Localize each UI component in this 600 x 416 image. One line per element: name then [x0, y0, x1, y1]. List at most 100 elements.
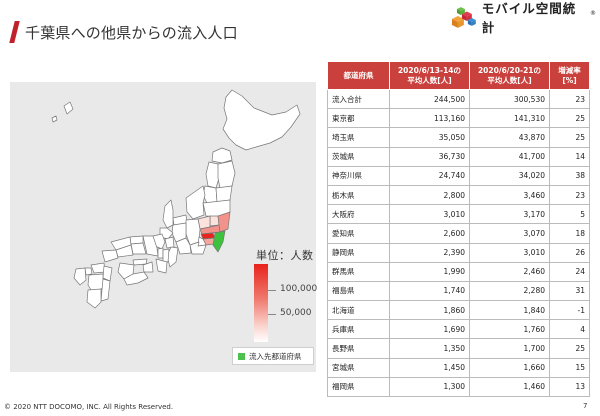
prefecture-oita: [102, 265, 113, 282]
table-body: 流入合計 244,500 300,530 23 東京都 113,160 141,310 25 埼…: [327, 88, 590, 398]
header-change-rate: 増減率 [%]: [549, 61, 590, 90]
cell-period-2: 3,010: [469, 242, 550, 263]
cell-period-2: 300,530: [469, 88, 550, 110]
cell-change-rate: 15: [549, 357, 590, 378]
prefecture-osaka: [157, 247, 164, 259]
table-row: 長野県 1,350 1,700 25: [327, 338, 590, 359]
prefecture-chiba: [212, 230, 226, 253]
prefecture-saitama: [199, 224, 221, 235]
prefecture-okinawa-islands: [51, 115, 58, 123]
header-period-2: 2020/6/20-21の 平均人数[人]: [469, 61, 550, 90]
table-row: 福島県 1,740 2,280 31: [327, 280, 590, 302]
cell-change-rate: 23: [549, 184, 590, 206]
cell-period-2: 34,020: [469, 165, 550, 186]
cell-change-rate: -1: [549, 300, 590, 321]
cell-period-1: 1,350: [389, 338, 470, 359]
cell-change-rate: 14: [549, 146, 590, 167]
prefecture-ishikawa: [162, 199, 174, 229]
prefecture-shiga: [164, 236, 175, 249]
table-row: 東京都 113,160 141,310 25: [327, 108, 590, 129]
prefecture-fukuoka: [90, 262, 106, 274]
table-row: 神奈川県 24,740 34,020 38: [327, 165, 590, 186]
prefecture-ibaraki: [217, 211, 231, 233]
table-header-row: 都道府県 2020/6/13-14の 平均人数[人] 2020/6/20-21の…: [327, 61, 590, 90]
scale-title: 単位：人数: [256, 249, 314, 262]
table-row: 福岡県 1,300 1,460 13: [327, 376, 590, 398]
cell-period-1: 1,860: [389, 300, 470, 321]
registered-mark: ®: [590, 9, 596, 17]
scale-label-100000: 100,000: [280, 284, 318, 294]
prefecture-niigata: [185, 185, 206, 220]
cell-change-rate: 25: [549, 338, 590, 359]
cell-change-rate: 24: [549, 261, 590, 282]
cell-period-1: 2,390: [389, 242, 470, 263]
prefecture-aomori: [211, 147, 233, 164]
cell-period-2: 2,460: [469, 261, 550, 282]
cell-change-rate: 25: [549, 127, 590, 148]
cell-change-rate: 26: [549, 242, 590, 263]
cell-period-2: 2,280: [469, 280, 550, 302]
legend-swatch-destination: [238, 352, 245, 360]
cell-change-rate: 18: [549, 223, 590, 244]
cell-prefecture: 福岡県: [327, 376, 390, 398]
table-row: 愛知県 2,600 3,070 18: [327, 223, 590, 244]
copyright: © 2020 NTT DOCOMO, INC. All Rights Reser…: [4, 403, 174, 411]
prefecture-iwate: [217, 160, 236, 189]
cell-prefecture: 東京都: [327, 108, 390, 129]
prefecture-tochigi: [209, 215, 220, 227]
page-title-bar: 千葉県への他県からの流入人口: [9, 20, 238, 44]
prefecture-tokushima: [142, 261, 154, 273]
scale-tick: [268, 290, 276, 291]
header-period-1: 2020/6/13-14の 平均人数[人]: [389, 61, 470, 90]
prefecture-hyogo: [142, 235, 159, 257]
inflow-table: 都道府県 2020/6/13-14の 平均人数[人] 2020/6/20-21の…: [327, 61, 590, 398]
table-row: 栃木県 2,800 3,460 23: [327, 184, 590, 206]
cell-period-1: 24,740: [389, 165, 470, 186]
cell-prefecture: 大阪府: [327, 204, 390, 225]
cell-prefecture: 神奈川県: [327, 165, 390, 186]
cell-prefecture: 福島県: [327, 280, 390, 302]
cell-change-rate: 31: [549, 280, 590, 302]
cell-period-1: 1,990: [389, 261, 470, 282]
prefecture-kochi: [123, 271, 149, 286]
prefecture-nara: [162, 248, 170, 263]
cell-period-1: 113,160: [389, 108, 470, 129]
prefecture-miyazaki: [100, 278, 111, 302]
cell-period-1: 2,600: [389, 223, 470, 244]
cell-period-1: 35,050: [389, 127, 470, 148]
table-row: 兵庫県 1,690 1,760 4: [327, 319, 590, 340]
cell-period-2: 1,700: [469, 338, 550, 359]
prefecture-nagasaki: [73, 267, 87, 286]
cell-change-rate: 4: [549, 319, 590, 340]
cell-prefecture: 長野県: [327, 338, 390, 359]
legend-label: 流入先都道府県: [249, 351, 302, 361]
cell-prefecture: 愛知県: [327, 223, 390, 244]
cell-period-2: 41,700: [469, 146, 550, 167]
stacked-cubes-icon: [451, 7, 476, 28]
cell-period-1: 1,690: [389, 319, 470, 340]
table-row: 静岡県 2,390 3,010 26: [327, 242, 590, 263]
prefecture-yamaguchi: [101, 249, 119, 263]
cell-period-1: 1,300: [389, 376, 470, 398]
color-scale-bar: [254, 264, 268, 342]
cell-period-1: 1,740: [389, 280, 470, 302]
cell-change-rate: 38: [549, 165, 590, 186]
page-title: 千葉県への他県からの流入人口: [25, 23, 238, 42]
prefecture-shizuoka: [189, 241, 207, 255]
prefecture-hokkaido: [222, 89, 301, 151]
table-row: 宮城県 1,450 1,660 15: [327, 357, 590, 378]
table-row: 北海道 1,860 1,840 -1: [327, 300, 590, 321]
cell-period-2: 1,460: [469, 376, 550, 398]
cell-period-2: 1,760: [469, 319, 550, 340]
brand-logo: モバイル空間統計 ®: [448, 1, 596, 35]
cell-change-rate: 5: [549, 204, 590, 225]
table-row: 群馬県 1,990 2,460 24: [327, 261, 590, 282]
cell-prefecture: 流入合計: [327, 88, 390, 110]
table-row: 流入合計 244,500 300,530 23: [327, 88, 590, 110]
scale-label-50000: 50,000: [280, 308, 312, 318]
prefecture-wakayama: [155, 258, 168, 274]
header-prefecture: 都道府県: [327, 61, 390, 90]
cell-period-2: 3,070: [469, 223, 550, 244]
cell-period-2: 141,310: [469, 108, 550, 129]
cell-prefecture: 宮城県: [327, 357, 390, 378]
